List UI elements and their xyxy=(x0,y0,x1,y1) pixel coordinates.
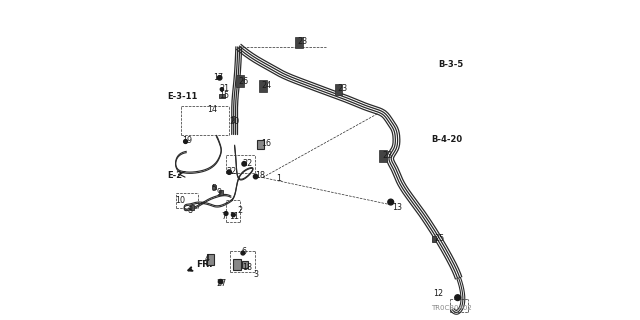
Bar xyxy=(232,260,241,270)
Bar xyxy=(380,150,387,162)
Text: 3: 3 xyxy=(253,269,259,279)
Circle shape xyxy=(253,174,258,179)
Text: 26: 26 xyxy=(239,77,249,86)
Text: 16: 16 xyxy=(261,139,271,148)
Text: 2: 2 xyxy=(238,206,243,215)
Text: 22: 22 xyxy=(242,159,252,168)
Circle shape xyxy=(224,212,228,215)
Text: 27: 27 xyxy=(216,279,227,288)
Bar xyxy=(335,84,342,95)
Text: 18: 18 xyxy=(242,263,252,272)
Text: 19: 19 xyxy=(182,136,193,145)
Text: 24: 24 xyxy=(261,81,271,90)
Text: 13: 13 xyxy=(392,203,402,212)
Text: B-3-5: B-3-5 xyxy=(438,60,463,69)
Text: 10: 10 xyxy=(175,196,185,205)
Bar xyxy=(190,205,194,210)
Bar xyxy=(296,37,303,49)
Text: 23: 23 xyxy=(297,37,307,46)
Circle shape xyxy=(227,170,232,174)
Text: B-4-20: B-4-20 xyxy=(431,135,462,144)
Bar xyxy=(219,190,223,195)
Text: 21: 21 xyxy=(220,84,230,93)
Text: TR0CB0402: TR0CB0402 xyxy=(431,305,471,311)
Bar xyxy=(219,94,225,98)
Text: 9: 9 xyxy=(216,188,221,197)
Text: 1: 1 xyxy=(276,174,281,183)
Text: E-2: E-2 xyxy=(168,172,183,180)
Bar xyxy=(232,116,235,122)
Circle shape xyxy=(218,76,222,80)
Circle shape xyxy=(242,162,246,166)
Text: 15: 15 xyxy=(220,91,230,100)
Text: 20: 20 xyxy=(229,116,239,126)
Circle shape xyxy=(218,279,223,284)
Text: 4: 4 xyxy=(205,254,210,263)
Text: 18: 18 xyxy=(255,171,265,180)
Text: 6: 6 xyxy=(242,247,247,256)
Text: 8: 8 xyxy=(188,206,193,215)
Circle shape xyxy=(241,251,245,255)
Bar xyxy=(431,236,436,242)
Circle shape xyxy=(220,88,223,91)
Text: 25: 25 xyxy=(434,234,444,243)
Circle shape xyxy=(388,199,394,205)
Text: 11: 11 xyxy=(229,212,239,221)
Text: 17: 17 xyxy=(213,73,223,82)
Text: 23: 23 xyxy=(337,84,348,93)
Text: 14: 14 xyxy=(207,105,217,114)
Bar xyxy=(207,254,214,265)
Bar xyxy=(212,185,216,189)
Text: 12: 12 xyxy=(433,289,444,298)
Bar xyxy=(243,260,248,268)
Text: 5: 5 xyxy=(211,184,216,193)
Text: FR.: FR. xyxy=(188,260,213,271)
Bar xyxy=(236,75,244,87)
Bar xyxy=(257,140,264,149)
Circle shape xyxy=(232,213,236,217)
Bar xyxy=(259,80,267,92)
Text: 7: 7 xyxy=(222,212,227,221)
Circle shape xyxy=(184,140,188,143)
Circle shape xyxy=(455,295,461,300)
Text: 23: 23 xyxy=(382,151,392,160)
Text: E-3-11: E-3-11 xyxy=(168,92,198,101)
Text: 22: 22 xyxy=(226,167,236,176)
